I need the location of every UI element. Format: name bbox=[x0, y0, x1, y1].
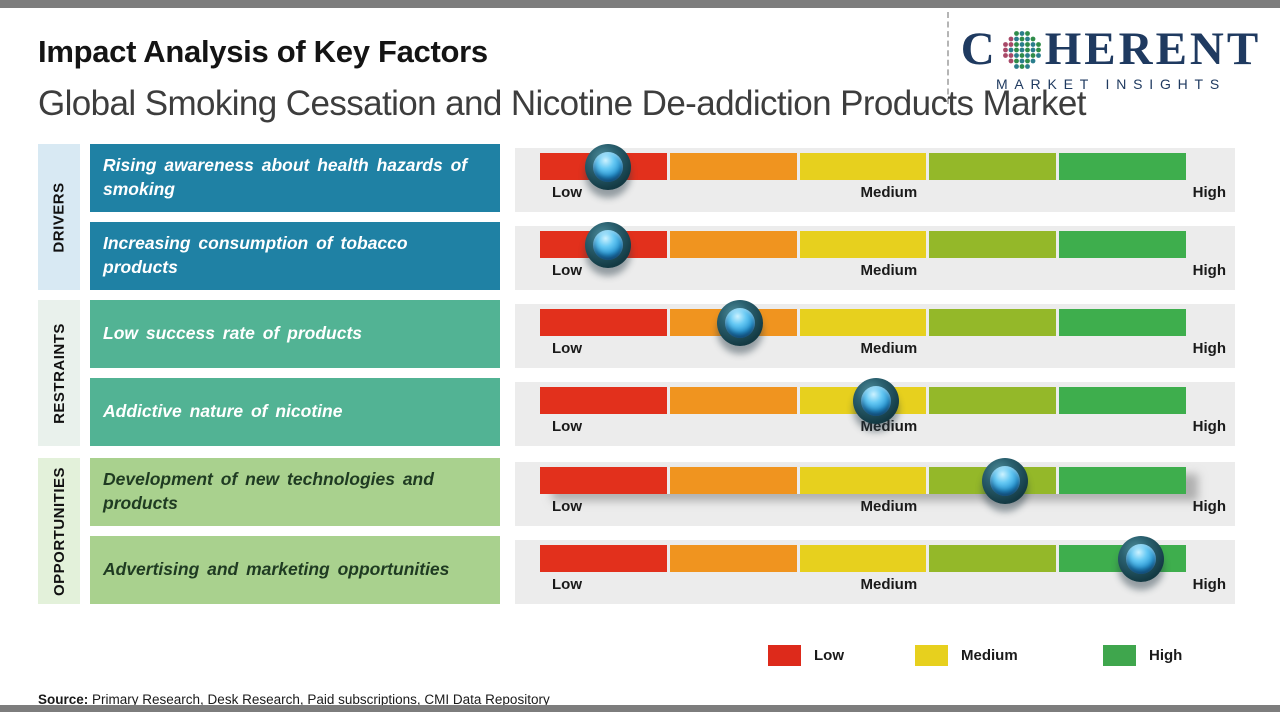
factor-text: Low success rate of products bbox=[103, 323, 363, 344]
scale-label-high: High bbox=[1192, 184, 1226, 201]
factor-text: Addictive nature of nicotine bbox=[103, 401, 343, 422]
scale-label-medium: Medium bbox=[860, 184, 918, 201]
scale-labels: Low Medium High bbox=[540, 262, 1226, 284]
impact-bar bbox=[540, 378, 1186, 424]
legend-swatch-high bbox=[1103, 645, 1136, 666]
impact-marker bbox=[852, 378, 899, 424]
legend: Low Medium High bbox=[740, 645, 1235, 669]
factor-box-new-technologies: Development of new technologies and prod… bbox=[90, 458, 500, 526]
legend-item-high: High bbox=[1103, 645, 1182, 666]
factor-box-advertising: Advertising and marketing opportunities bbox=[90, 536, 500, 604]
scale-labels: Low Medium High bbox=[540, 340, 1226, 362]
impact-scale-row-4: Low Medium High bbox=[515, 378, 1235, 446]
coherent-globe-icon bbox=[1002, 30, 1041, 69]
scale-label-low: Low bbox=[552, 498, 582, 515]
impact-scale-row-6: Low Medium High bbox=[515, 536, 1235, 604]
group-label-text: OPPORTUNITIES bbox=[50, 466, 68, 596]
bottom-border bbox=[0, 705, 1280, 712]
factor-box-rising-awareness: Rising awareness about health hazards of… bbox=[90, 144, 500, 212]
impact-bar bbox=[540, 536, 1186, 582]
legend-item-low: Low bbox=[768, 645, 844, 666]
impact-marker bbox=[982, 458, 1029, 504]
logo-letter-c: C bbox=[960, 23, 998, 75]
factor-text: Development of new technologies and prod… bbox=[103, 469, 434, 513]
group-label-restraints: RESTRAINTS bbox=[38, 300, 80, 446]
group-label-text: RESTRAINTS bbox=[50, 322, 68, 424]
scale-label-high: High bbox=[1192, 576, 1226, 593]
company-logo: C HERENT MARKET INSIGHTS bbox=[960, 26, 1262, 93]
legend-label-low: Low bbox=[814, 647, 844, 664]
group-label-opportunities: OPPORTUNITIES bbox=[38, 458, 80, 604]
header-divider bbox=[947, 12, 949, 104]
page-subtitle: Global Smoking Cessation and Nicotine De… bbox=[38, 84, 1086, 123]
scale-label-medium: Medium bbox=[860, 576, 918, 593]
scale-label-high: High bbox=[1192, 262, 1226, 279]
scale-labels: Low Medium High bbox=[540, 184, 1226, 206]
scale-label-low: Low bbox=[552, 418, 582, 435]
legend-swatch-low bbox=[768, 645, 801, 666]
scale-labels: Low Medium High bbox=[540, 498, 1226, 520]
impact-bar bbox=[540, 222, 1186, 268]
scale-label-low: Low bbox=[552, 576, 582, 593]
factor-text: Rising awareness about health hazards of… bbox=[103, 155, 468, 199]
impact-scale-row-2: Low Medium High bbox=[515, 222, 1235, 290]
legend-item-medium: Medium bbox=[915, 645, 1018, 666]
scale-label-medium: Medium bbox=[860, 262, 918, 279]
impact-bar bbox=[540, 144, 1186, 190]
scale-label-low: Low bbox=[552, 340, 582, 357]
impact-scale-row-3: Low Medium High bbox=[515, 300, 1235, 368]
legend-label-medium: Medium bbox=[961, 647, 1018, 664]
scale-label-low: Low bbox=[552, 262, 582, 279]
impact-marker bbox=[584, 144, 631, 190]
impact-marker bbox=[1117, 536, 1164, 582]
scale-label-low: Low bbox=[552, 184, 582, 201]
scale-label-medium: Medium bbox=[860, 498, 918, 515]
scale-labels: Low Medium High bbox=[540, 418, 1226, 440]
scale-label-high: High bbox=[1192, 498, 1226, 515]
impact-scale-row-1: Low Medium High bbox=[515, 144, 1235, 212]
scale-label-high: High bbox=[1192, 418, 1226, 435]
page-title: Impact Analysis of Key Factors bbox=[38, 34, 488, 69]
source-label: Source: bbox=[38, 692, 89, 707]
source-text: Primary Research, Desk Research, Paid su… bbox=[92, 692, 550, 707]
scale-label-medium: Medium bbox=[860, 340, 918, 357]
impact-marker bbox=[717, 300, 764, 346]
impact-marker bbox=[584, 222, 631, 268]
logo-letters-herent: HERENT bbox=[1044, 23, 1262, 75]
factor-text: Advertising and marketing opportunities bbox=[103, 559, 450, 580]
impact-bar bbox=[540, 300, 1186, 346]
legend-swatch-medium bbox=[915, 645, 948, 666]
scale-label-high: High bbox=[1192, 340, 1226, 357]
logo-tagline: MARKET INSIGHTS bbox=[995, 76, 1227, 92]
source-line: Source: Primary Research, Desk Research,… bbox=[38, 692, 550, 707]
legend-label-high: High bbox=[1149, 647, 1183, 664]
group-label-text: DRIVERS bbox=[50, 181, 68, 253]
scale-labels: Low Medium High bbox=[540, 576, 1226, 598]
impact-scale-row-5: Low Medium High bbox=[515, 458, 1235, 526]
top-border bbox=[0, 0, 1280, 8]
group-label-drivers: DRIVERS bbox=[38, 144, 80, 290]
factor-box-low-success-rate: Low success rate of products bbox=[90, 300, 500, 368]
factor-box-addictive-nature: Addictive nature of nicotine bbox=[90, 378, 500, 446]
factor-box-tobacco-consumption: Increasing consumption of tobacco produc… bbox=[90, 222, 500, 290]
impact-bar bbox=[540, 458, 1186, 504]
logo-wordmark: C HERENT bbox=[960, 26, 1262, 73]
factor-text: Increasing consumption of tobacco produc… bbox=[103, 233, 408, 277]
